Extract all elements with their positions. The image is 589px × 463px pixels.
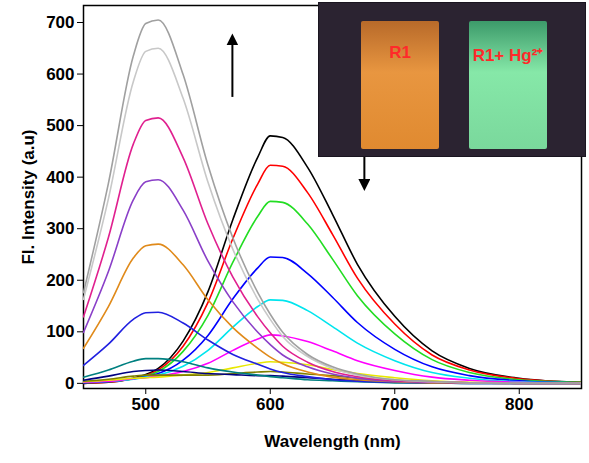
svg-text:600: 600 [46, 64, 74, 83]
svg-text:300: 300 [46, 219, 74, 238]
svg-text:700: 700 [381, 395, 409, 414]
svg-text:500: 500 [132, 395, 160, 414]
svg-text:800: 800 [505, 395, 533, 414]
svg-text:400: 400 [46, 168, 74, 187]
svg-text:200: 200 [46, 271, 74, 290]
html-text:R1+ Hg²⁺: R1+ Hg²⁺ [472, 46, 544, 65]
svg-text:0: 0 [65, 374, 74, 393]
svg-text:600: 600 [256, 395, 284, 414]
svg-text:100: 100 [46, 322, 74, 341]
svg-text:700: 700 [46, 13, 74, 32]
svg-text:500: 500 [46, 116, 74, 135]
svg-text:Fl. Intensity (a.u): Fl. Intensity (a.u) [19, 129, 38, 264]
svg-text:Wavelength (nm): Wavelength (nm) [264, 432, 400, 451]
html-text:R1: R1 [389, 43, 411, 62]
